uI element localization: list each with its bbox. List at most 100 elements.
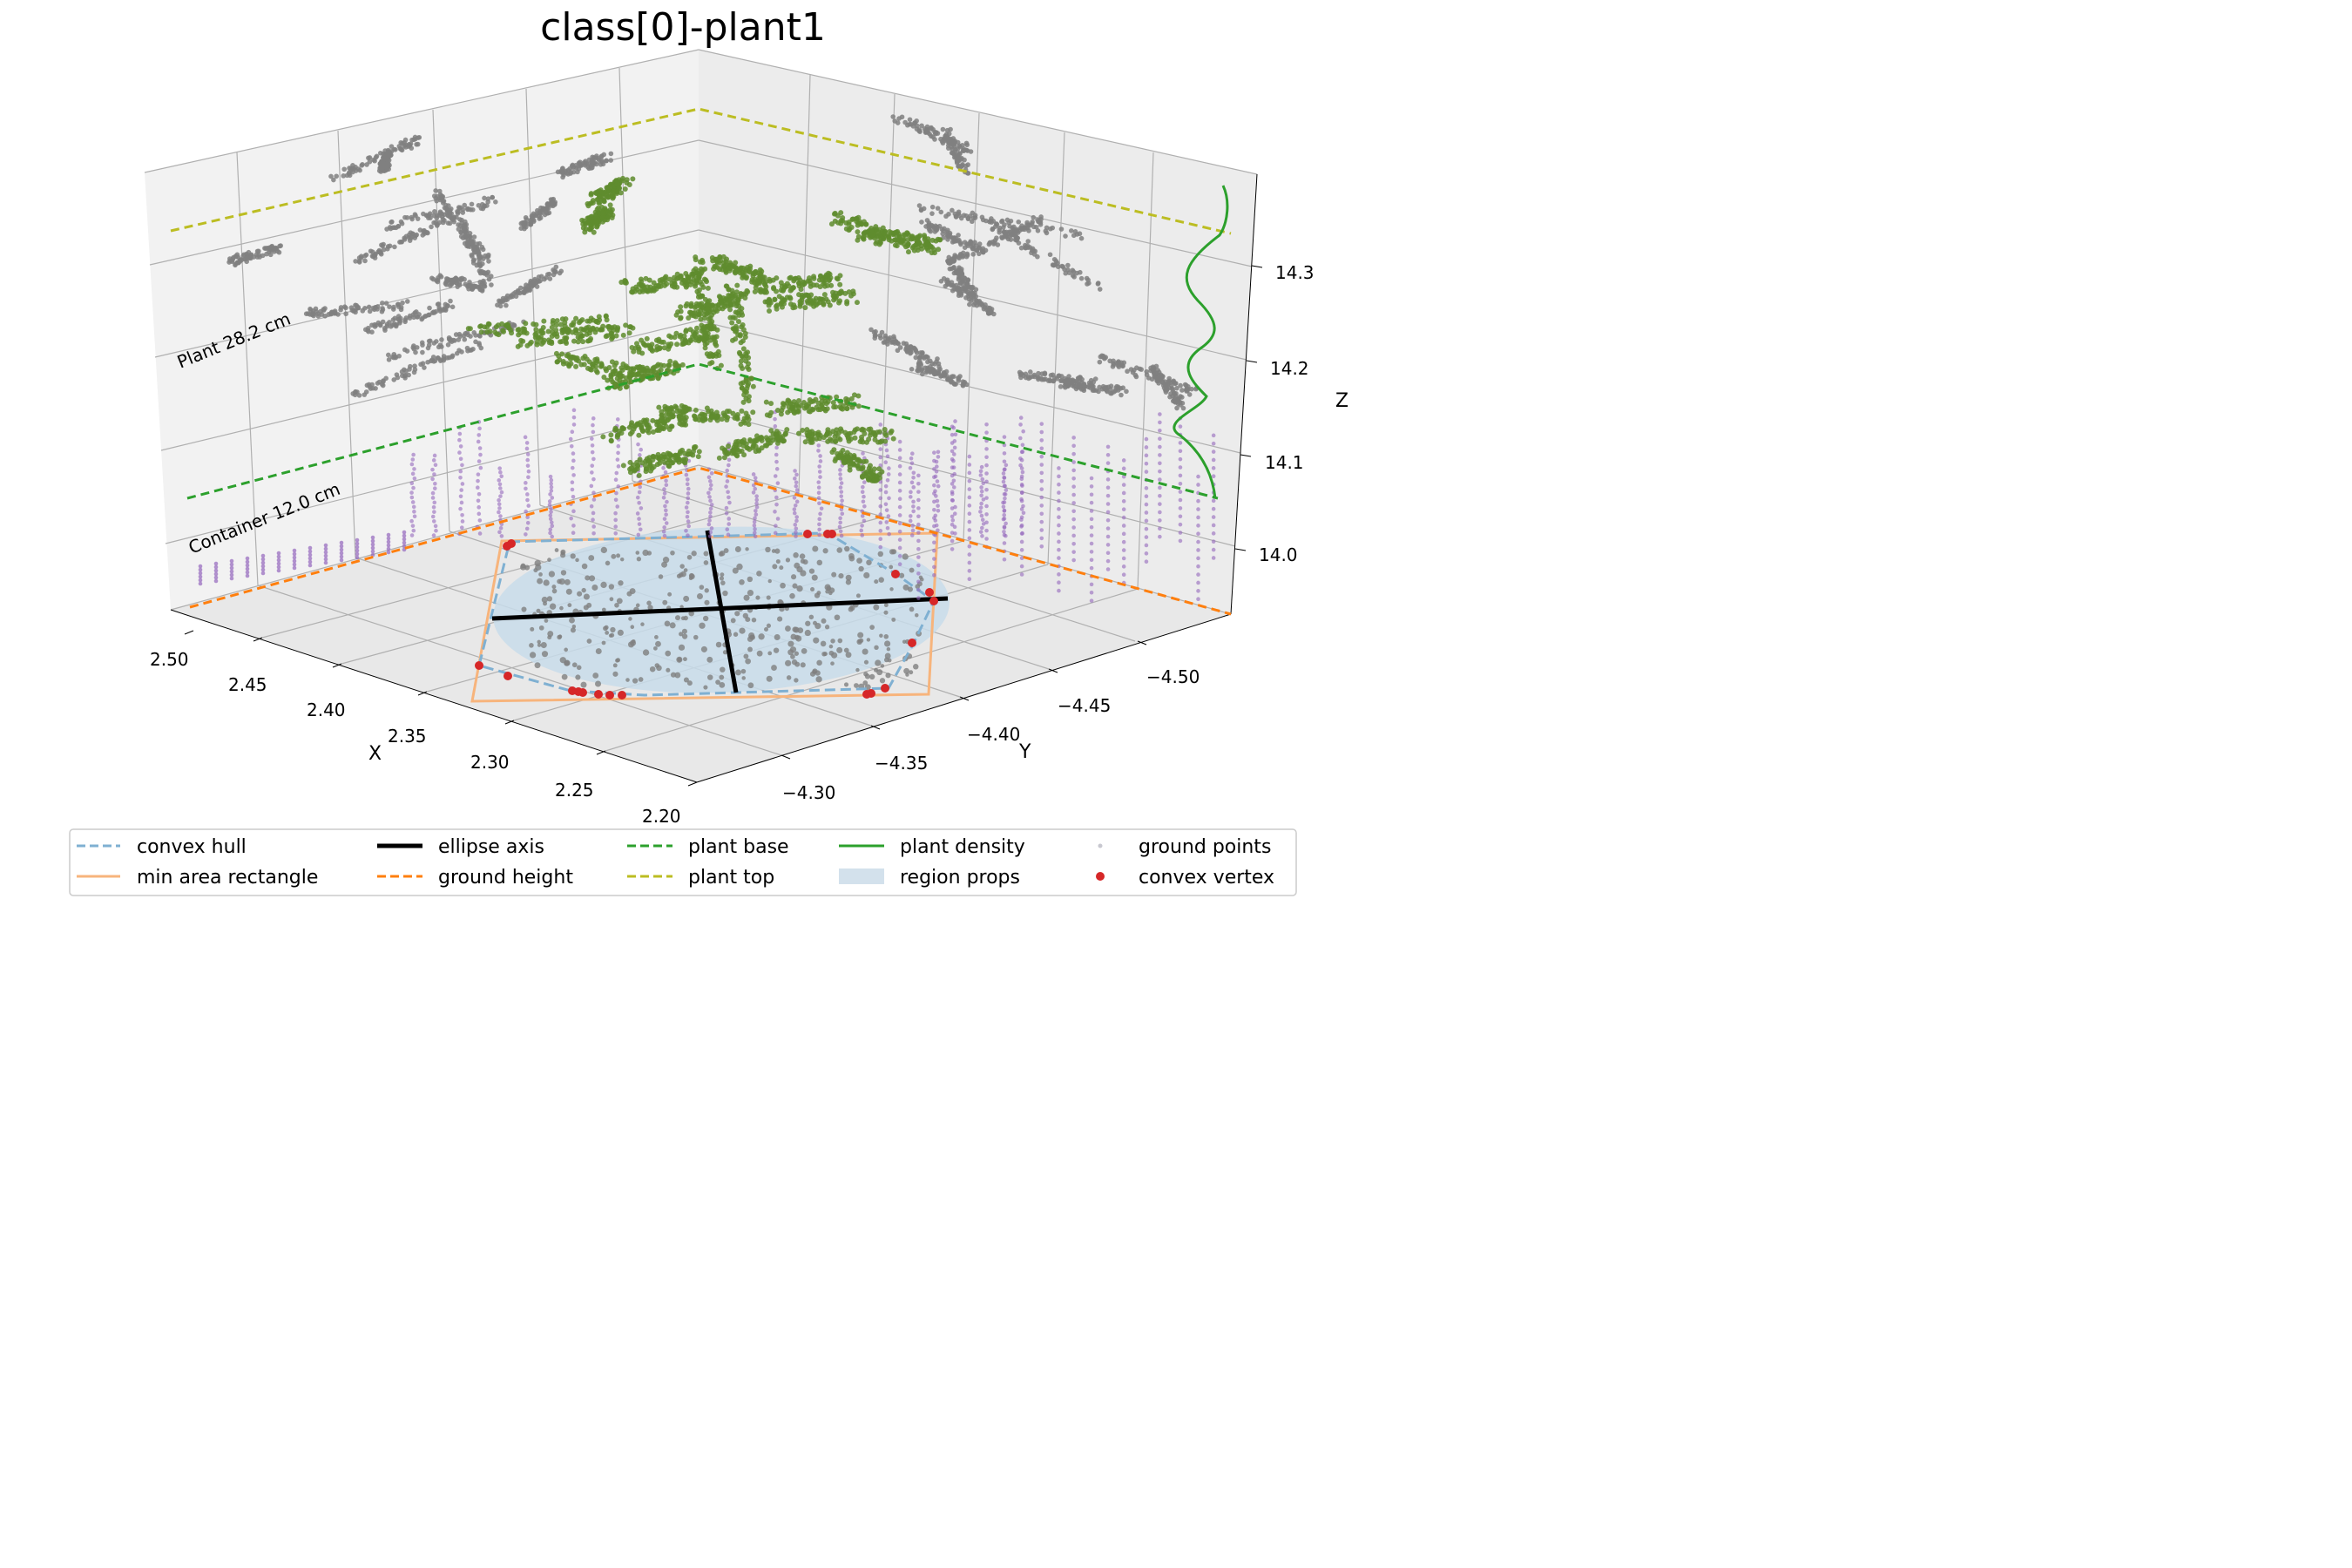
plant-projection-point bbox=[343, 311, 348, 317]
plant-projection-point bbox=[1179, 388, 1185, 393]
ground-point bbox=[355, 541, 360, 546]
plant-point bbox=[598, 363, 604, 369]
plant-projection-point bbox=[388, 226, 394, 232]
plant-projection-point bbox=[881, 340, 887, 345]
ground-point bbox=[908, 514, 913, 518]
plant-point bbox=[870, 231, 876, 237]
plant-projection-point bbox=[423, 213, 429, 218]
ground-point bbox=[1089, 492, 1094, 497]
ground-point bbox=[409, 495, 415, 500]
ground-point bbox=[460, 463, 464, 468]
ground-point bbox=[794, 651, 800, 656]
ground-point bbox=[1144, 535, 1149, 539]
ground-point bbox=[984, 479, 989, 484]
plant-point bbox=[819, 276, 825, 282]
plant-projection-point bbox=[940, 126, 946, 132]
ground-point bbox=[967, 511, 972, 517]
plant-projection-point bbox=[263, 246, 268, 251]
ground-point bbox=[308, 552, 313, 558]
plant-projection-point bbox=[383, 301, 389, 306]
plant-projection-point bbox=[331, 177, 336, 183]
plant-point bbox=[776, 294, 782, 300]
plant-projection-point bbox=[993, 224, 998, 229]
ground-point bbox=[551, 588, 558, 594]
ground-point bbox=[932, 483, 936, 488]
plant-point bbox=[683, 284, 689, 290]
convex-vertex bbox=[504, 672, 512, 680]
plant-point bbox=[784, 294, 790, 301]
ground-point bbox=[805, 620, 811, 626]
ground-point bbox=[549, 484, 554, 490]
ground-point bbox=[877, 551, 884, 558]
ground-point bbox=[681, 633, 688, 639]
plant-projection-point bbox=[935, 131, 941, 136]
ground-point bbox=[608, 584, 615, 590]
plant-projection-point bbox=[398, 239, 404, 245]
ground-point bbox=[910, 528, 916, 533]
plant-point bbox=[696, 449, 702, 455]
ground-point bbox=[662, 491, 667, 496]
ground-point bbox=[564, 578, 571, 585]
plant-projection-point bbox=[383, 375, 389, 382]
ground-point bbox=[213, 575, 219, 580]
ground-point bbox=[793, 552, 799, 558]
plant-point bbox=[700, 417, 706, 423]
plant-projection-point bbox=[987, 240, 993, 246]
plant-projection-point bbox=[1058, 226, 1064, 232]
plant-point bbox=[669, 283, 675, 289]
ground-point bbox=[817, 464, 821, 469]
plant-projection-point bbox=[608, 158, 614, 163]
plant-point bbox=[623, 278, 629, 284]
plant-point bbox=[584, 331, 590, 337]
ground-point bbox=[696, 593, 703, 600]
ground-point bbox=[747, 646, 753, 652]
plant-point bbox=[683, 422, 689, 428]
ground-point bbox=[897, 554, 902, 558]
ground-point bbox=[613, 517, 618, 523]
ground-point bbox=[564, 647, 569, 652]
ground-point bbox=[1105, 534, 1111, 539]
ground-point bbox=[1211, 449, 1216, 454]
plant-projection-point bbox=[407, 315, 413, 321]
ground-point bbox=[1178, 449, 1183, 454]
plant-point bbox=[838, 220, 844, 226]
ground-point bbox=[613, 510, 618, 516]
plant-projection-point bbox=[362, 258, 368, 264]
plant-point bbox=[524, 342, 531, 348]
plant-point bbox=[676, 456, 682, 463]
ground-point bbox=[432, 472, 436, 476]
ground-point bbox=[1039, 495, 1044, 500]
ground-point bbox=[878, 529, 883, 533]
ground-point bbox=[861, 451, 865, 456]
plant-projection-point bbox=[1133, 374, 1139, 380]
ground-point bbox=[497, 482, 503, 487]
ground-point bbox=[619, 557, 625, 562]
ground-point bbox=[724, 484, 728, 489]
convex-vertex bbox=[605, 691, 614, 700]
ground-point bbox=[683, 677, 689, 683]
plant-projection-point bbox=[999, 219, 1004, 225]
ground-point bbox=[1178, 538, 1183, 544]
ground-point bbox=[616, 443, 621, 449]
plant-projection-point bbox=[420, 349, 425, 355]
plant-projection-point bbox=[240, 253, 247, 259]
plant-point bbox=[727, 409, 733, 415]
plant-point bbox=[560, 361, 566, 367]
ground-point bbox=[950, 514, 955, 519]
ground-point bbox=[570, 487, 575, 492]
plant-projection-point bbox=[377, 249, 382, 254]
ground-point bbox=[591, 524, 596, 529]
ground-point bbox=[797, 627, 804, 634]
plant-point bbox=[727, 266, 733, 272]
plant-projection-point bbox=[1018, 245, 1024, 251]
plant-point bbox=[647, 346, 653, 352]
plant-projection-point bbox=[239, 257, 245, 263]
ground-point bbox=[978, 510, 983, 514]
ground-point bbox=[561, 673, 568, 680]
plant-point bbox=[611, 188, 617, 194]
plant-projection-point bbox=[389, 322, 395, 328]
plant-projection-point bbox=[389, 144, 395, 149]
ground-point bbox=[662, 517, 667, 521]
ground-point bbox=[706, 656, 713, 663]
plant-projection-point bbox=[402, 317, 408, 323]
